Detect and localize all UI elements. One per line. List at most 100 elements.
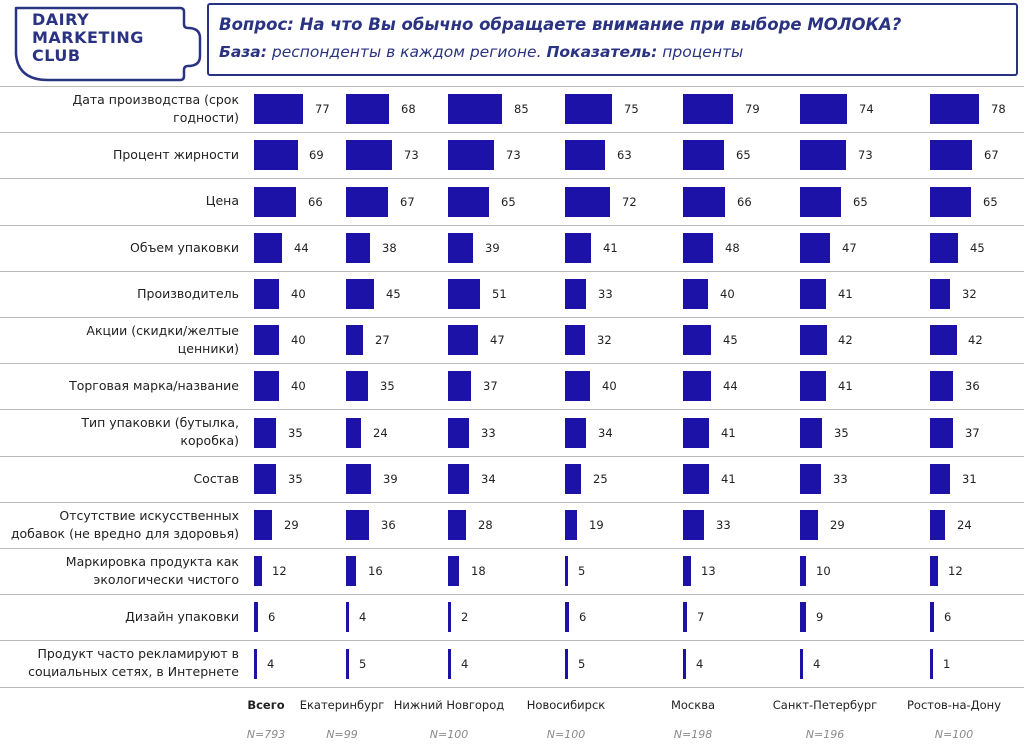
category-label-line: экологически чистого: [93, 572, 239, 587]
bar: [930, 371, 953, 401]
bar: [930, 418, 954, 448]
data-label: 66: [737, 195, 752, 209]
category-label-line: Объем упаковки: [130, 240, 239, 255]
data-label: 74: [859, 102, 874, 116]
category-label-line: Тип упаковки (бутылка,: [81, 415, 239, 430]
bar: [254, 187, 296, 217]
category-label-line: Состав: [193, 471, 239, 486]
column-label: Ростов-на-Дону: [906, 698, 1002, 712]
base-text: респонденты в каждом регионе.: [271, 43, 542, 61]
category-label: Тип упаковки (бутылка, коробка): [0, 411, 239, 453]
bar: [565, 187, 611, 217]
data-label: 41: [721, 472, 736, 486]
data-label: 44: [723, 379, 738, 393]
bar: [683, 279, 709, 309]
data-label: 36: [965, 379, 980, 393]
category-label-line: Процент жирности: [112, 147, 239, 162]
data-label: 78: [991, 102, 1006, 116]
bar: [930, 510, 946, 540]
bar: [346, 94, 389, 124]
data-label: 40: [291, 379, 306, 393]
bar: [683, 649, 686, 679]
bar: [565, 325, 586, 355]
bar: [448, 649, 451, 679]
data-label: 31: [962, 472, 977, 486]
data-label: 4: [461, 657, 469, 671]
data-label: 63: [617, 148, 632, 162]
bar: [254, 140, 298, 170]
question-line: Вопрос: На что Вы обычно обращаете внима…: [219, 15, 901, 34]
data-label: 73: [404, 148, 419, 162]
sample-size-label: N=100: [429, 728, 469, 741]
data-label: 75: [624, 102, 639, 116]
bar: [565, 279, 586, 309]
data-label: 32: [597, 333, 612, 347]
bar: [683, 556, 692, 586]
base-line: База: респонденты в каждом регионе. Пока…: [219, 43, 743, 61]
category-label-line: Цена: [205, 193, 239, 208]
data-label: 47: [842, 241, 857, 255]
data-label: 66: [308, 195, 323, 209]
data-label: 1: [943, 657, 951, 671]
bar: [565, 602, 569, 632]
category-label: Объем упаковки: [0, 227, 239, 269]
bar: [800, 94, 847, 124]
bar: [448, 464, 470, 494]
bar: [800, 371, 826, 401]
bar: [800, 325, 827, 355]
question-label: Вопрос:: [219, 15, 294, 34]
bar: [448, 418, 469, 448]
data-label: 41: [838, 379, 853, 393]
bar: [683, 94, 733, 124]
logo-line-2: MARKETING: [32, 28, 144, 47]
data-label: 12: [272, 564, 287, 578]
bar: [565, 556, 569, 586]
bar: [683, 140, 724, 170]
logo-line-1: DAIRY: [32, 10, 90, 29]
bar: [448, 233, 473, 263]
data-label: 40: [291, 333, 306, 347]
bar: [930, 325, 957, 355]
data-label: 42: [838, 333, 853, 347]
bar: [683, 371, 711, 401]
bar: [346, 187, 389, 217]
bar: [565, 94, 613, 124]
data-label: 85: [514, 102, 529, 116]
data-label: 47: [490, 333, 505, 347]
data-label: 5: [359, 657, 367, 671]
bar: [346, 464, 371, 494]
data-label: 6: [944, 610, 952, 624]
data-label: 24: [373, 426, 388, 440]
data-label: 35: [834, 426, 849, 440]
data-label: 51: [492, 287, 507, 301]
bar: [254, 464, 277, 494]
data-label: 40: [720, 287, 735, 301]
bar: [254, 279, 280, 309]
category-label: Процент жирности: [0, 134, 239, 176]
bar: [800, 464, 821, 494]
data-label: 38: [382, 241, 397, 255]
data-label: 33: [481, 426, 496, 440]
row-separator: [0, 548, 1024, 549]
data-label: 67: [984, 148, 999, 162]
bar: [565, 418, 587, 448]
data-label: 73: [506, 148, 521, 162]
bar: [683, 233, 714, 263]
data-label: 35: [288, 472, 303, 486]
sample-size-label: N=196: [805, 728, 845, 741]
data-label: 65: [983, 195, 998, 209]
row-separator: [0, 271, 1024, 272]
data-label: 68: [401, 102, 416, 116]
category-label-line: Производитель: [137, 286, 239, 301]
sample-size-label: N=99: [326, 728, 358, 741]
data-label: 48: [725, 241, 740, 255]
question-text: На что Вы обычно обращаете внимание при …: [299, 15, 902, 34]
category-label: Продукт часто рекламируют в социальных се…: [0, 642, 239, 684]
category-label: Дата производства (срок годности): [0, 88, 239, 130]
bar: [800, 418, 823, 448]
data-label: 40: [291, 287, 306, 301]
bar: [346, 140, 392, 170]
column-label: Санкт-Петербург: [772, 698, 878, 712]
bar: [346, 602, 349, 632]
